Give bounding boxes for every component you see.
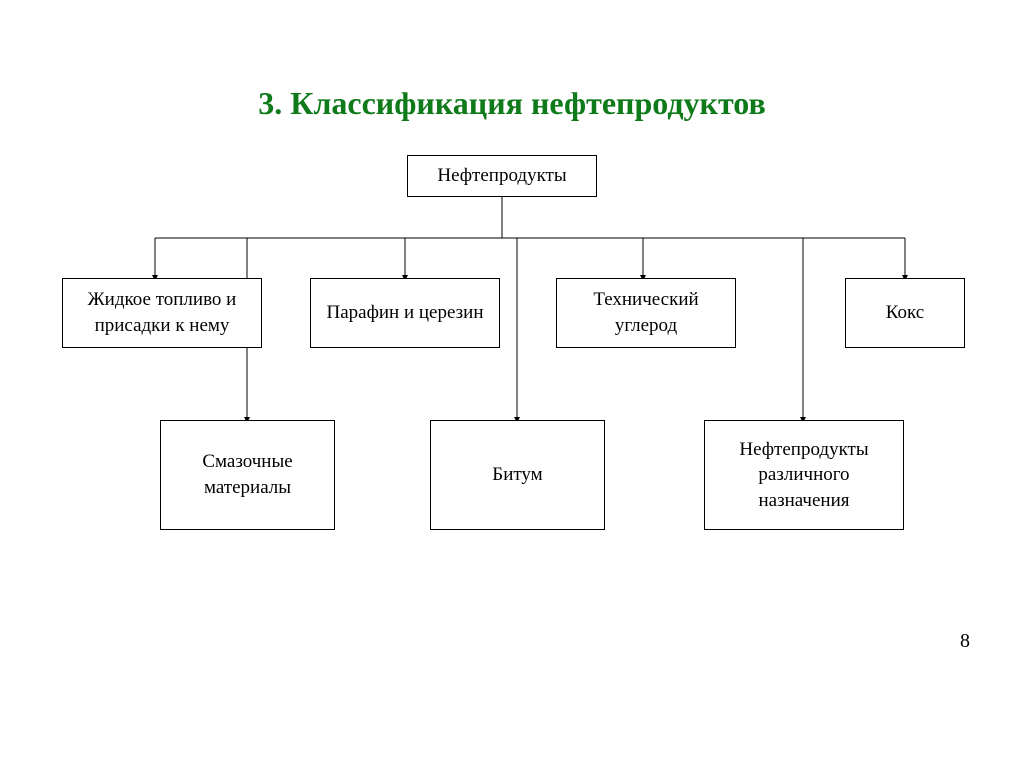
node-carbon: Технический углерод [556,278,736,348]
node-coke: Кокс [845,278,965,348]
node-lubr: Смазочные материалы [160,420,335,530]
page-title: 3. Классификация нефтепродуктов [0,85,1024,122]
node-root: Нефтепродукты [407,155,597,197]
node-paraf: Парафин и церезин [310,278,500,348]
node-fuel: Жидкое топливо и присадки к нему [62,278,262,348]
node-misc: Нефтепродукты различного назначения [704,420,904,530]
node-bitum: Битум [430,420,605,530]
page-number: 8 [960,630,970,653]
